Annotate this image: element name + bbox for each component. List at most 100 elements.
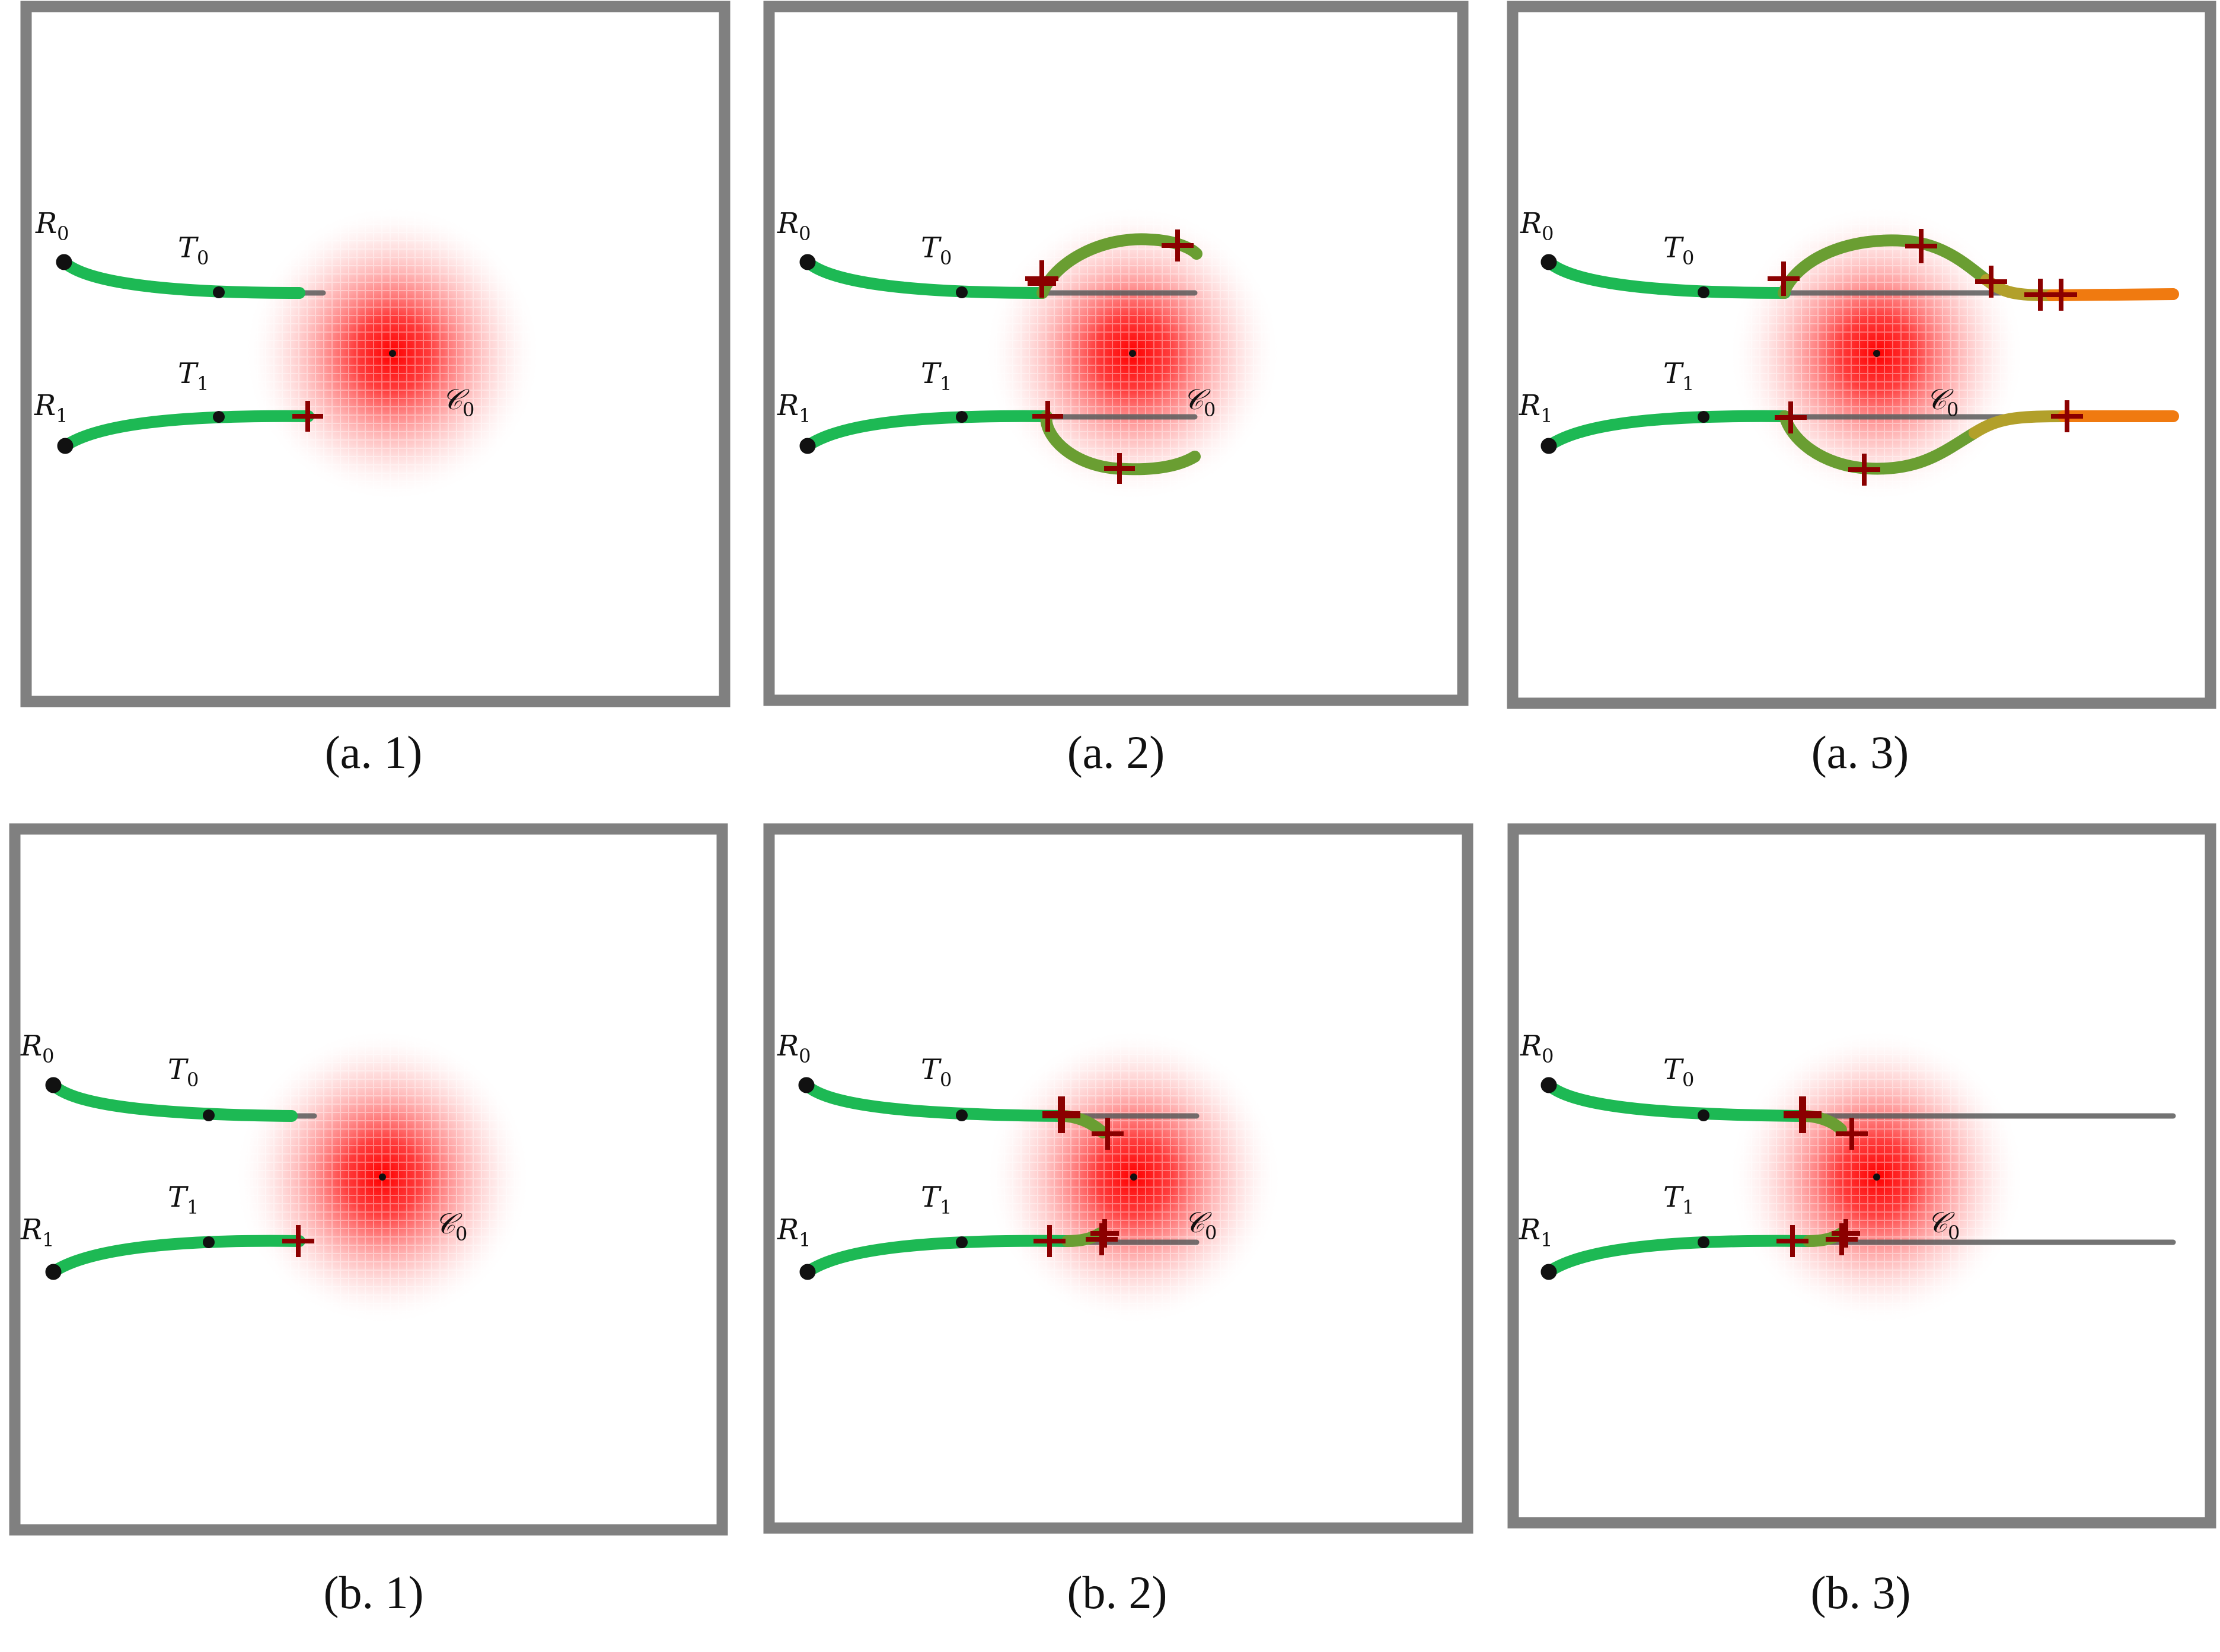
target-t0-icon [213, 286, 225, 298]
robot-r1-icon [57, 438, 74, 454]
label-r1: R1 [1519, 389, 1553, 427]
robot-r1-icon [1540, 438, 1557, 454]
panel-a2: R0 T0 T1 R1 𝒞0 (a. 2) [763, 1, 1469, 778]
label-t0: T0 [168, 1053, 199, 1091]
trajectory-r1 [802, 410, 1052, 452]
label-t0: T0 [921, 1053, 952, 1091]
label-t0: T0 [178, 231, 209, 269]
label-t1: T1 [921, 357, 952, 395]
cross-icon [1975, 266, 2007, 298]
field-center-dot [1130, 1173, 1137, 1181]
label-r0: R0 [1520, 1029, 1554, 1067]
cross-icon [1775, 401, 1807, 433]
trajectory-r0 [1543, 1079, 1808, 1122]
label-r0: R0 [777, 1029, 811, 1067]
target-t0-icon [1698, 286, 1709, 298]
trajectory-r1 [47, 1235, 305, 1278]
target-t0-icon [956, 1109, 968, 1121]
cross-icon [1042, 1096, 1080, 1133]
cross-icon [1090, 1219, 1119, 1248]
caption-b2: (b. 2) [1067, 1567, 1168, 1618]
cross-icon [2051, 400, 2083, 432]
cross-icon [1028, 269, 1056, 298]
trajectory-r0 [1543, 256, 1791, 299]
robot-r1-icon [1540, 1264, 1557, 1280]
cross-icon [2045, 279, 2077, 311]
panel-a1: R0 T0 T1 R1 𝒞0 (a. 1) [20, 1, 731, 778]
cross-icon [1104, 453, 1135, 484]
panel-b2: R0 T0 T1 R1 𝒞0 (b. 2) [763, 823, 1473, 1618]
cross-icon [1848, 454, 1880, 486]
trajectory-r0-avoid [1778, 234, 1992, 299]
trajectory-r0 [47, 1079, 298, 1122]
trajectory-r1 [1543, 1235, 1814, 1278]
cross-icon [1826, 1223, 1858, 1255]
field-center-dot [379, 1173, 386, 1181]
label-c0: 𝒞0 [1183, 383, 1216, 421]
trajectory-r1-return [1969, 410, 2069, 439]
trajectory-r1 [802, 1235, 1073, 1278]
label-t1: T1 [168, 1181, 199, 1219]
robot-r0-icon [1540, 254, 1557, 270]
cross-icon [1905, 229, 1937, 263]
robot-r0-icon [799, 254, 816, 270]
robot-r1-icon [799, 438, 816, 454]
label-t1: T1 [1663, 357, 1694, 395]
caption-b3: (b. 3) [1811, 1567, 1911, 1618]
robot-r1-icon [799, 1264, 816, 1280]
target-t1-icon [1698, 1236, 1709, 1248]
field-center-dot [1873, 1173, 1880, 1181]
cross-icon [292, 401, 323, 432]
target-t1-icon [213, 411, 225, 423]
caption-a1: (a. 1) [325, 726, 423, 778]
cross-icon [1776, 1225, 1808, 1257]
field-center-dot [389, 350, 396, 357]
cross-icon [1032, 401, 1063, 432]
trajectory-r0 [800, 1079, 1067, 1122]
label-r0: R0 [777, 207, 811, 245]
robot-r0-icon [798, 1077, 815, 1093]
cross-icon [1768, 261, 1800, 296]
panel-b1: R0 T0 T1 R1 𝒞0 (b. 1) [9, 823, 728, 1618]
label-r1: R1 [20, 1213, 55, 1251]
robot-r0-icon [45, 1077, 62, 1093]
target-t0-icon [956, 286, 968, 298]
trajectory-r1 [1543, 410, 1791, 452]
label-t1: T1 [921, 1181, 952, 1219]
cross-icon [1784, 1096, 1822, 1133]
caption-b1: (b. 1) [324, 1567, 424, 1618]
target-t0-icon [1698, 1109, 1709, 1121]
cross-icon [282, 1225, 314, 1257]
cross-icon [1086, 1223, 1118, 1255]
cross-icon [1034, 1225, 1066, 1257]
cross-icon [1162, 229, 1194, 261]
field-center-dot [1873, 350, 1880, 357]
label-r0: R0 [35, 207, 69, 245]
label-r0: R0 [1520, 207, 1554, 245]
field-center-dot [1129, 350, 1136, 357]
label-t0: T0 [921, 231, 952, 269]
label-t0: T0 [1663, 231, 1694, 269]
target-t1-icon [956, 411, 968, 423]
label-t1: T1 [178, 357, 209, 395]
target-t0-icon [203, 1109, 215, 1121]
robot-r0-icon [1540, 1077, 1557, 1093]
trajectory-r1 [59, 410, 314, 452]
label-t0: T0 [1663, 1053, 1694, 1091]
target-t1-icon [1698, 411, 1709, 423]
cross-icon [1836, 1118, 1868, 1150]
label-r1: R1 [34, 389, 68, 427]
robot-r1-icon [45, 1264, 62, 1280]
caption-a3: (a. 3) [1811, 726, 1909, 778]
target-t1-icon [203, 1236, 215, 1248]
panel-a3: R0 T0 T1 R1 𝒞0 (a. 3) [1507, 1, 2216, 778]
label-r1: R1 [777, 389, 811, 427]
label-r0: R0 [20, 1029, 55, 1067]
target-t1-icon [956, 1236, 968, 1248]
cross-icon [1092, 1118, 1124, 1150]
label-r1: R1 [777, 1213, 811, 1251]
label-r1: R1 [1519, 1213, 1553, 1251]
label-t1: T1 [1663, 1181, 1694, 1219]
trajectory-r0 [58, 256, 305, 299]
